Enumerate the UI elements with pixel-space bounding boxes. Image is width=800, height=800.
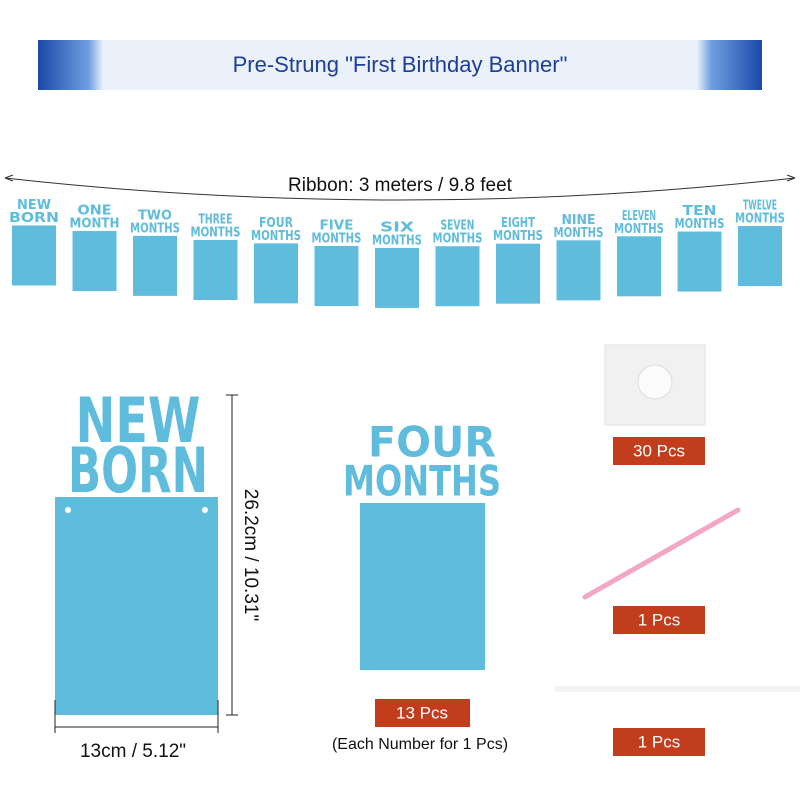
note: (Each Number for 1 Pcs): [332, 736, 508, 753]
card-body: [314, 246, 359, 307]
height-label: 26.2cm / 10.31": [240, 489, 261, 621]
card-line: THREE: [199, 212, 233, 227]
card-line: MONTHS: [675, 217, 725, 232]
card-line: MONTHS: [191, 225, 241, 240]
card-body: [254, 243, 298, 304]
hole: [202, 507, 208, 513]
count-label: 1 Pcs: [638, 610, 681, 629]
card-line: ONE: [78, 204, 112, 219]
card-line: NEW: [17, 198, 51, 213]
dimension-lines: [54, 394, 238, 733]
card-line: MONTHS: [372, 233, 422, 248]
count-label: 30 Pcs: [633, 441, 685, 460]
sample-card-line: MONTHS: [343, 457, 501, 506]
card-line: TEN: [683, 204, 717, 219]
ribbon: [4, 177, 796, 201]
ribbon-label: Ribbon: 3 meters / 9.8 feet: [288, 175, 513, 196]
large-card-body: [55, 497, 218, 715]
sample-card-line: FOUR: [368, 418, 496, 467]
count-label: 1 Pcs: [638, 732, 681, 751]
card-body: [738, 226, 782, 287]
card-body: [12, 225, 56, 286]
card-body: [556, 240, 601, 301]
count-badge: [375, 699, 470, 727]
card-line: FIVE: [320, 219, 354, 234]
ribbon-arrows: [4, 174, 796, 182]
ribbon-roll: [555, 686, 800, 692]
card-line: TWELVE: [743, 199, 777, 214]
card-line: BORN: [9, 211, 59, 226]
card-line: MONTHS: [493, 229, 543, 244]
needle: [582, 507, 741, 600]
card-line: SIX: [380, 220, 414, 235]
card-line: MONTHS: [554, 226, 604, 241]
hole: [65, 507, 71, 513]
card-line: FOUR: [259, 216, 293, 231]
card-body: [133, 235, 177, 296]
card-line: ELEVEN: [622, 209, 656, 224]
card-line: MONTHS: [735, 212, 785, 227]
count-badge: [613, 606, 705, 634]
count-badge: [613, 437, 705, 465]
card-line: TWO: [138, 208, 172, 223]
card-line: MONTHS: [251, 229, 301, 244]
large-card-line: BORN: [68, 434, 208, 507]
card-line: SEVEN: [441, 219, 475, 234]
card-body: [72, 231, 117, 292]
card-line: NINE: [562, 213, 596, 228]
sample-card-body: [360, 503, 485, 670]
card-body: [435, 246, 480, 307]
card-body: [677, 231, 722, 292]
count-label: 13 Pcs: [396, 703, 448, 722]
title-bar: [38, 40, 762, 90]
card-body: [375, 247, 419, 308]
card-line: MONTHS: [614, 222, 664, 237]
title: Pre-Strung "First Birthday Banner": [233, 52, 568, 77]
card-line: MONTHS: [130, 221, 180, 236]
card-line: MONTH: [70, 217, 120, 232]
card-body: [193, 239, 238, 300]
large-card-line: NEW: [76, 384, 201, 457]
card-line: MONTHS: [433, 232, 483, 247]
card-line: MONTHS: [312, 232, 362, 247]
width-label: 13cm / 5.12": [80, 741, 186, 762]
glue-dot: [637, 364, 673, 400]
card-line: EIGHT: [501, 216, 535, 231]
card-body: [617, 236, 661, 297]
count-badge: [613, 728, 705, 756]
card-body: [496, 243, 540, 304]
